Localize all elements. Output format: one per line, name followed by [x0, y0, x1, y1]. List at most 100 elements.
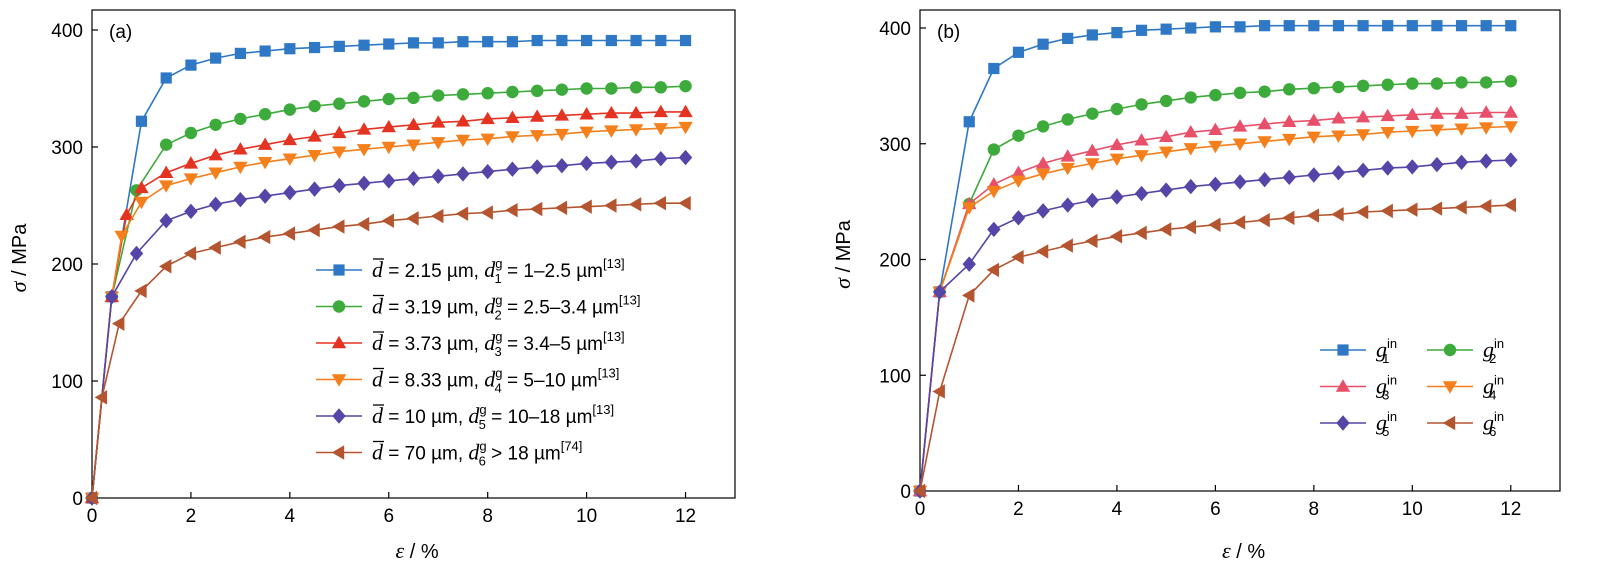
data-point	[257, 157, 273, 170]
data-point	[357, 175, 371, 191]
data-point	[1455, 20, 1468, 32]
data-point	[579, 155, 594, 172]
data-point	[455, 134, 471, 148]
data-point	[183, 246, 197, 261]
data-point	[1259, 20, 1271, 32]
series-6	[912, 197, 1516, 499]
data-point	[678, 121, 693, 135]
data-point	[1331, 111, 1346, 124]
data-point	[1109, 229, 1123, 244]
data-point	[531, 34, 543, 47]
data-point	[1504, 75, 1517, 88]
x-tick-label: 6	[1210, 499, 1221, 520]
legend-marker	[331, 374, 347, 387]
data-point	[1380, 126, 1395, 140]
data-point	[1208, 122, 1223, 136]
data-point	[529, 109, 545, 122]
data-point	[1012, 129, 1025, 142]
data-point	[185, 59, 197, 71]
series-1	[914, 20, 1517, 497]
data-point	[653, 123, 669, 136]
legend-item: d = 8.33 µm, dg 4 = 5–10 µm[13]	[316, 366, 619, 396]
panel-label: (b)	[937, 22, 960, 43]
data-point	[629, 153, 643, 169]
data-point	[283, 184, 297, 201]
data-point	[987, 221, 1001, 238]
data-point	[1086, 29, 1098, 41]
data-point	[962, 256, 976, 272]
data-point	[1011, 210, 1026, 226]
data-point	[604, 125, 619, 138]
data-point	[114, 230, 129, 244]
data-point	[1357, 20, 1369, 32]
data-point	[480, 133, 495, 147]
data-point	[555, 83, 569, 96]
data-point	[1306, 113, 1322, 126]
x-tick-label: 12	[675, 506, 696, 527]
data-point	[604, 105, 619, 119]
data-point	[233, 142, 248, 155]
data-point	[283, 103, 297, 116]
data-point	[555, 158, 569, 174]
data-point	[431, 208, 444, 224]
data-point	[1135, 24, 1148, 36]
data-point	[455, 114, 471, 127]
data-point	[1331, 130, 1346, 143]
data-point	[679, 34, 692, 47]
data-point	[987, 143, 1001, 156]
data-point	[653, 104, 669, 118]
y-tick-label: 0	[72, 489, 83, 510]
data-point	[1209, 21, 1221, 33]
data-point	[988, 62, 1000, 75]
legend-item: gin 5	[1320, 409, 1397, 439]
data-point	[1331, 164, 1346, 181]
data-point	[259, 45, 271, 57]
data-point	[986, 186, 1002, 199]
data-point	[307, 181, 322, 197]
legend-marker	[1335, 379, 1351, 392]
data-point	[1134, 185, 1149, 202]
legend-item: d = 3.19 µm, dg 2 = 2.5–3.4 µm[13]	[316, 293, 641, 323]
data-point	[1478, 105, 1494, 118]
data-point	[1479, 153, 1493, 169]
data-point	[579, 126, 594, 139]
data-point	[554, 128, 570, 142]
data-point	[655, 34, 667, 47]
data-point	[1135, 98, 1148, 111]
data-point	[406, 117, 421, 130]
data-point	[1110, 189, 1124, 205]
data-point	[208, 147, 223, 161]
data-point	[1232, 215, 1246, 230]
y-tick-label: 100	[51, 372, 83, 393]
data-point	[1159, 182, 1173, 198]
legend-label: gin 2	[1483, 336, 1504, 366]
data-point	[1478, 122, 1494, 135]
data-point	[358, 39, 370, 51]
data-point	[406, 170, 421, 187]
y-tick-label: 200	[51, 255, 83, 276]
data-point	[1035, 244, 1049, 259]
data-point	[1405, 202, 1418, 217]
data-point	[1109, 153, 1125, 166]
data-point	[1503, 197, 1516, 213]
data-point	[258, 188, 272, 204]
data-point	[105, 289, 119, 305]
data-point	[307, 129, 322, 142]
data-point	[1208, 140, 1223, 154]
data-point	[1454, 123, 1469, 136]
data-point	[431, 137, 446, 150]
data-point	[580, 82, 593, 95]
data-point	[406, 139, 421, 152]
data-point	[986, 262, 1000, 278]
data-point	[158, 165, 174, 178]
data-point	[1406, 77, 1419, 90]
series-line	[919, 204, 1511, 492]
data-point	[1160, 23, 1172, 35]
data-point	[480, 111, 495, 125]
data-point	[1307, 167, 1321, 183]
data-point	[1282, 169, 1296, 186]
data-point	[1480, 20, 1492, 32]
data-point	[962, 288, 975, 303]
data-point	[1406, 20, 1418, 32]
data-point	[1183, 219, 1196, 235]
